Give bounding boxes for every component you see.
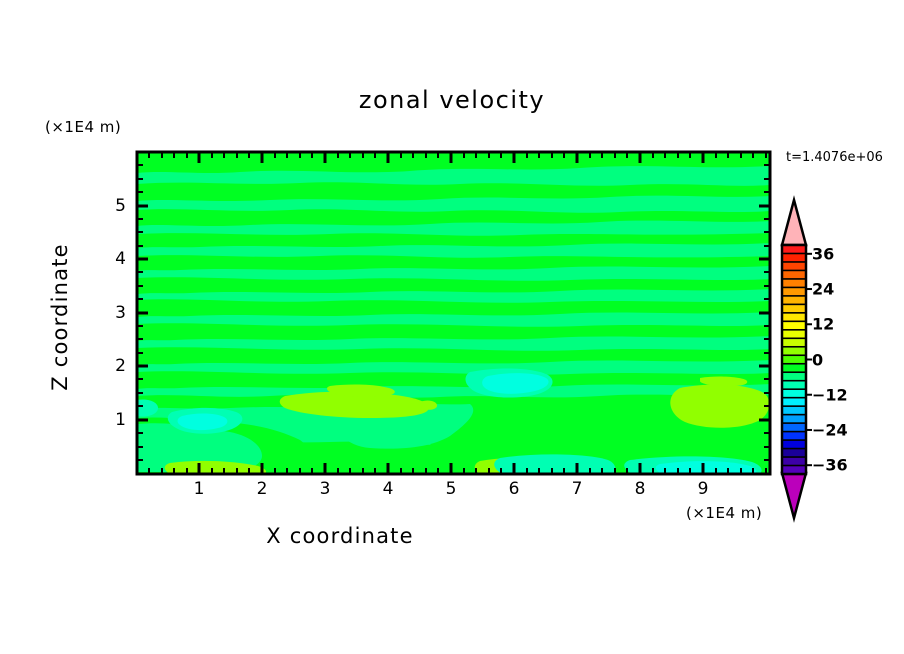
y-tick-label: 2 bbox=[115, 356, 126, 376]
colorbar-tick-label: −24 bbox=[812, 420, 848, 440]
colorbar-band bbox=[781, 278, 807, 289]
colorbar-over-arrow bbox=[780, 195, 808, 247]
colorbar-band bbox=[781, 388, 807, 399]
x-axis-unit-label: (×1E4 m) bbox=[686, 504, 763, 522]
colorbar-band bbox=[781, 405, 807, 416]
colorbar-band bbox=[781, 413, 807, 425]
colorbar-band bbox=[781, 430, 807, 442]
x-tick-label: 7 bbox=[571, 479, 583, 499]
colorbar bbox=[780, 195, 812, 523]
axis-ticks bbox=[137, 152, 770, 474]
colorbar-tick-label: −36 bbox=[812, 455, 848, 475]
colorbar-band bbox=[781, 295, 807, 306]
colorbar-band bbox=[781, 261, 807, 272]
colorbar-band bbox=[781, 286, 807, 298]
colorbar-tick-label: 12 bbox=[812, 314, 835, 334]
colorbar-tick-label: 36 bbox=[812, 244, 835, 264]
colorbar-band bbox=[781, 320, 807, 332]
colorbar-band bbox=[781, 345, 807, 357]
time-stamp-annotation: t=1.4076e+06 bbox=[786, 150, 883, 165]
y-axis-unit-label: (×1E4 m) bbox=[45, 118, 122, 136]
x-tick-label: 4 bbox=[382, 479, 394, 499]
x-axis-title: X coordinate bbox=[266, 524, 414, 548]
x-tick-label: 8 bbox=[634, 479, 646, 499]
x-tick-label: 6 bbox=[508, 479, 520, 499]
colorbar-band bbox=[781, 422, 807, 433]
colorbar-ticks bbox=[806, 252, 812, 467]
colorbar-under-arrow bbox=[780, 471, 808, 523]
colorbar-tick-label: 0 bbox=[812, 350, 824, 369]
colorbar-band bbox=[781, 252, 807, 264]
colorbar-band bbox=[781, 396, 807, 408]
colorbar-band bbox=[781, 371, 807, 382]
colorbar-band bbox=[781, 354, 807, 365]
colorbar-band bbox=[781, 447, 807, 459]
colorbar-band bbox=[781, 456, 807, 467]
page-title: zonal velocity bbox=[358, 86, 546, 114]
x-tick-label: 9 bbox=[697, 479, 709, 499]
x-tick-label: 3 bbox=[319, 479, 331, 499]
colorbar-band bbox=[781, 362, 807, 374]
colorbar-band-group bbox=[781, 244, 807, 476]
colorbar-band bbox=[781, 337, 807, 348]
x-tick-label: 2 bbox=[256, 479, 268, 499]
colorbar-band bbox=[781, 244, 807, 255]
colorbar-tick-label: −12 bbox=[812, 385, 848, 405]
contour-fill-group bbox=[137, 152, 770, 474]
colorbar-band bbox=[781, 329, 807, 340]
y-tick-label: 5 bbox=[115, 196, 126, 216]
colorbar-band bbox=[781, 312, 807, 323]
colorbar-tick-label: 24 bbox=[812, 279, 835, 299]
y-tick-label: 1 bbox=[115, 410, 126, 430]
y-tick-label: 3 bbox=[115, 303, 126, 323]
colorbar-band bbox=[781, 303, 807, 315]
colorbar-band bbox=[781, 439, 807, 450]
y-tick-label: 4 bbox=[115, 249, 126, 269]
x-tick-label: 1 bbox=[193, 479, 205, 499]
colorbar-band bbox=[781, 269, 807, 281]
colorbar-band bbox=[781, 379, 807, 391]
x-tick-label: 5 bbox=[445, 479, 457, 499]
